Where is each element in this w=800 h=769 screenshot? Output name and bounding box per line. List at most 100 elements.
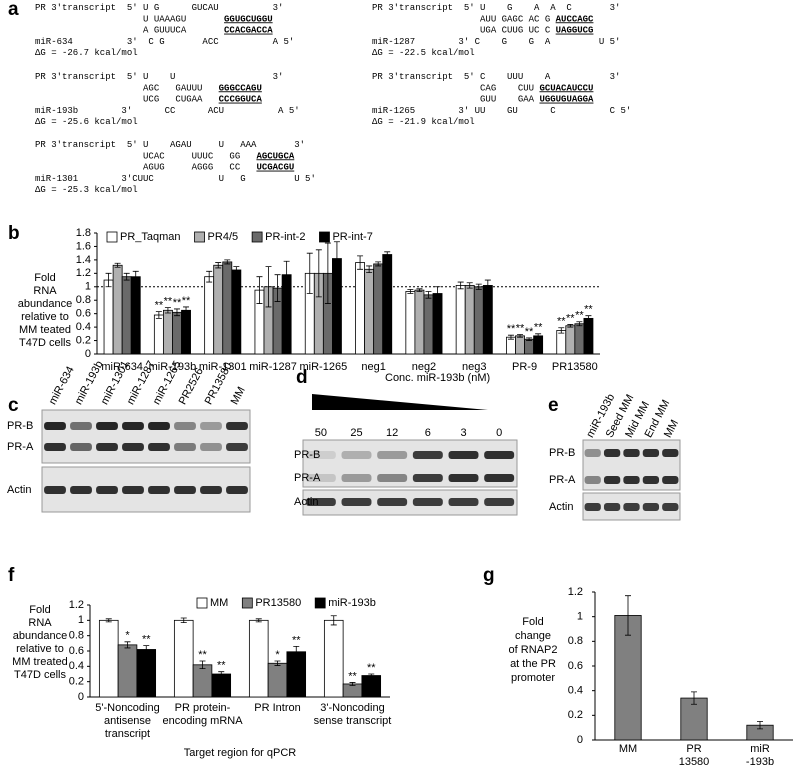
bar [614, 615, 642, 741]
error-bar [265, 266, 272, 308]
error-bar [349, 682, 356, 686]
gel-band [377, 498, 408, 506]
gel-band [642, 449, 660, 457]
sequence: U UAAAGU [35, 15, 224, 25]
y-axis-label: abundance [13, 630, 67, 642]
bar [432, 293, 443, 355]
gel-band [200, 486, 222, 494]
error-bar [425, 291, 432, 299]
bar [136, 649, 157, 698]
bar [248, 619, 269, 698]
error-bar [183, 306, 190, 315]
seed-sequence: GGGCCAGU [219, 84, 262, 94]
bar [680, 697, 708, 741]
significance-label: * [125, 630, 130, 642]
structure-row: AGUG AGGG CC UCGACGU [35, 163, 294, 173]
x-tick-label: antisense [104, 715, 151, 727]
bar [405, 291, 416, 355]
bar [192, 664, 213, 698]
error-bar [691, 691, 697, 705]
seed-sequence: CCACGACCA [224, 26, 273, 36]
panel-label: a [8, 0, 19, 20]
sequence: ΔG = -26.7 kcal/mol [35, 49, 138, 59]
sequence: PR 3'transcript 5' U G GUCAU 3' [35, 3, 283, 13]
x-tick-label: neg1 [361, 361, 385, 373]
legend-label: PR-int-2 [265, 231, 305, 243]
gel-band [96, 422, 118, 430]
row-label: PR-B [294, 449, 320, 461]
x-tick-label: miR-193b [149, 361, 197, 373]
x-tick-label: 5'-Noncoding [95, 702, 159, 714]
x-tick-label: -193b [746, 756, 774, 768]
error-bar [416, 288, 423, 292]
gel-band [484, 474, 515, 482]
bar [267, 662, 288, 698]
bar [464, 285, 475, 355]
bar [355, 262, 365, 355]
x-tick-label: PR protein- [175, 702, 231, 714]
y-axis-label: MM teated [19, 324, 71, 336]
bar [98, 619, 119, 698]
bar [515, 335, 525, 355]
sequence: ΔG = -25.6 kcal/mol [35, 118, 138, 128]
structure-row: miR-1287 3' C G G A U 5' [372, 37, 620, 47]
error-bar [105, 618, 112, 623]
error-bar [132, 270, 139, 283]
bar [103, 279, 114, 355]
gel-upper [302, 439, 518, 488]
structure-row: PR 3'transcript 5' U G GUCAU 3' [35, 3, 283, 13]
significance-label: ** [217, 660, 226, 672]
y-tick-label: 0.8 [568, 635, 583, 647]
seed-sequence: GGUGCUGGU [224, 15, 273, 25]
error-bar [206, 270, 213, 283]
gel-band [584, 503, 601, 511]
y-axis-label: T47D cells [19, 337, 71, 349]
gel-band [448, 474, 479, 482]
bar [211, 673, 232, 698]
row-label: PR-B [7, 420, 33, 432]
structure-row: PR 3'transcript 5' C UUU A 3' [372, 72, 620, 82]
sequence: A GUUUCA [35, 26, 224, 36]
gel-band [412, 474, 443, 482]
y-tick-label: 0.6 [69, 645, 84, 657]
structure-row: PR 3'transcript 5' U G A A C 3' [372, 3, 620, 13]
significance-label: ** [534, 322, 543, 334]
panel-label: e [548, 395, 559, 416]
bar [181, 309, 191, 355]
row-label: PR-A [294, 472, 321, 484]
seed-sequence: UAGGUCG [556, 26, 594, 36]
bar [382, 254, 393, 355]
bar [286, 651, 307, 698]
error-bar [333, 241, 340, 276]
y-tick-label: 0.2 [69, 676, 84, 688]
gel-band [603, 449, 621, 457]
gel-band [341, 451, 372, 459]
gel-band [226, 486, 248, 494]
significance-label: ** [182, 295, 191, 307]
y-tick-label: 1.2 [69, 599, 84, 611]
legend-swatch [314, 597, 326, 609]
legend-label: PR_Taqman [120, 231, 181, 243]
error-bar [155, 311, 162, 319]
gel-title: Conc. miR-193b (nM) [385, 372, 490, 384]
lane-label: 25 [350, 427, 362, 439]
sequence: ΔG = -21.9 kcal/mol [372, 118, 475, 128]
bar [556, 330, 567, 355]
bar [364, 268, 375, 355]
gel-band [623, 503, 640, 511]
sequence: PR 3'transcript 5' U G A A C 3' [372, 3, 620, 13]
y-tick-label: 0.8 [69, 630, 84, 642]
error-bar [517, 334, 524, 338]
sequence: miR-1287 3' C G G A U 5' [372, 37, 620, 47]
gel-band [305, 451, 336, 459]
y-tick-label: 0.2 [76, 334, 91, 346]
error-bar [507, 334, 514, 340]
gel-band [122, 422, 144, 430]
structure-row: UCG CUGAA CCCGGUCA [35, 95, 262, 105]
bar [173, 619, 194, 698]
bar [482, 285, 493, 355]
error-bar [535, 333, 542, 339]
structure-row: ΔG = -21.9 kcal/mol [372, 118, 475, 128]
sequence: CAG CUU [372, 84, 539, 94]
error-bar [368, 673, 375, 678]
